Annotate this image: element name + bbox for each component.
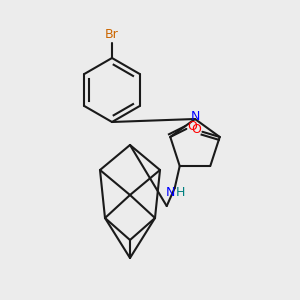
Text: O: O xyxy=(188,120,197,134)
Text: O: O xyxy=(191,123,201,136)
Text: N: N xyxy=(166,185,175,199)
Text: Br: Br xyxy=(105,28,119,41)
Text: N: N xyxy=(190,110,200,124)
Text: H: H xyxy=(176,185,185,199)
